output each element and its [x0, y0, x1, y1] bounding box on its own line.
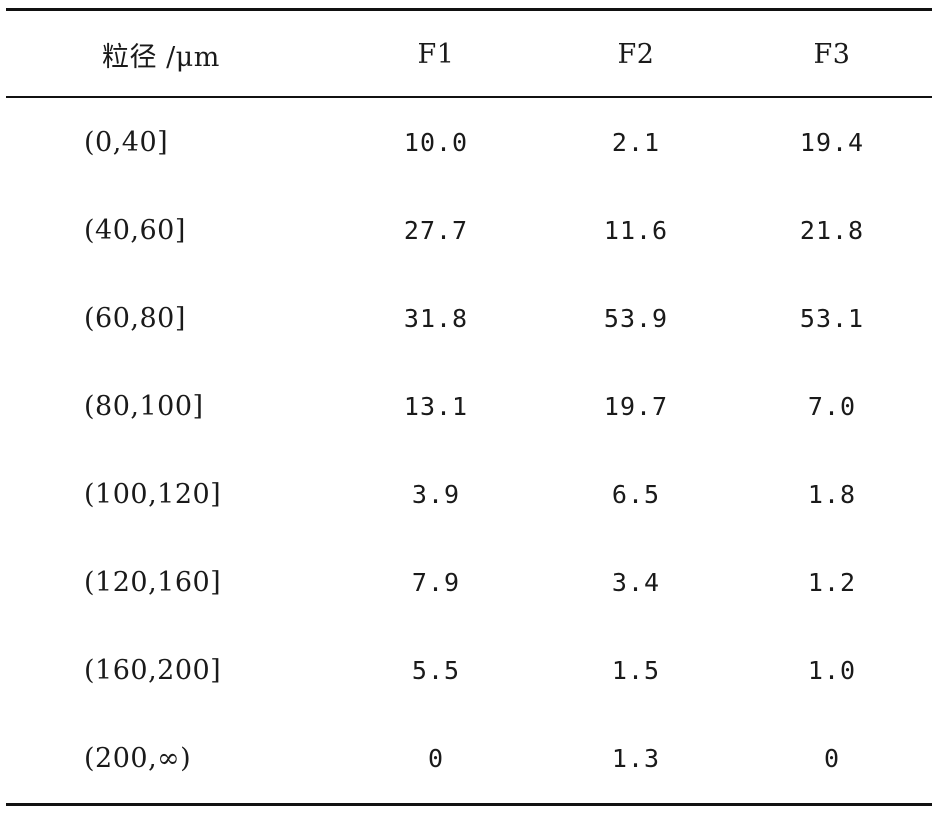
- cell-f3: 53.1: [799, 303, 865, 333]
- cell-f2: 53.9: [603, 303, 669, 333]
- cell-f3: 7.0: [807, 391, 857, 421]
- cell-f2: 1.5: [611, 655, 661, 685]
- table-row: (80,100] 13.1 19.7 7.0: [6, 362, 932, 450]
- cell-f2: 3.4: [611, 567, 661, 597]
- table-header-row: 粒径 /μm F1 F2 F3: [6, 10, 932, 98]
- header-f2: F2: [617, 38, 655, 70]
- cell-f3: 1.8: [807, 479, 857, 509]
- table-row: (160,200] 5.5 1.5 1.0: [6, 626, 932, 714]
- table-row: (200,∞) 0 1.3 0: [6, 714, 932, 802]
- cell-f3: 1.2: [807, 567, 857, 597]
- cell-f3: 1.0: [807, 655, 857, 685]
- row-range: (160,200]: [84, 654, 222, 686]
- table-row: (40,60] 27.7 11.6 21.8: [6, 186, 932, 274]
- table-row: (120,160] 7.9 3.4 1.2: [6, 538, 932, 626]
- cell-f1: 0: [427, 743, 445, 773]
- cell-f1: 31.8: [403, 303, 469, 333]
- header-f1: F1: [417, 38, 455, 70]
- cell-f1: 27.7: [403, 215, 469, 245]
- cell-f1: 3.9: [411, 479, 461, 509]
- cell-f2: 1.3: [611, 743, 661, 773]
- table-header-rule: [6, 96, 932, 98]
- row-range: (100,120]: [84, 478, 222, 510]
- row-range: (0,40]: [84, 126, 169, 158]
- cell-f2: 19.7: [603, 391, 669, 421]
- cell-f1: 5.5: [411, 655, 461, 685]
- row-range: (60,80]: [84, 302, 186, 334]
- cell-f3: 0: [823, 743, 841, 773]
- cell-f1: 10.0: [403, 127, 469, 157]
- cell-f3: 21.8: [799, 215, 865, 245]
- table-top-rule: [6, 8, 932, 11]
- table-bottom-rule: [6, 803, 932, 806]
- header-particle-size: 粒径 /μm: [102, 41, 220, 73]
- table-row: (100,120] 3.9 6.5 1.8: [6, 450, 932, 538]
- cell-f2: 6.5: [611, 479, 661, 509]
- table-row: (0,40] 10.0 2.1 19.4: [6, 98, 932, 186]
- header-f3: F3: [813, 38, 851, 70]
- cell-f1: 7.9: [411, 567, 461, 597]
- row-range: (40,60]: [84, 214, 186, 246]
- cell-f3: 19.4: [799, 127, 865, 157]
- table-row: (60,80] 31.8 53.9 53.1: [6, 274, 932, 362]
- row-range: (200,∞): [84, 742, 192, 774]
- row-range: (80,100]: [84, 390, 204, 422]
- cell-f1: 13.1: [403, 391, 469, 421]
- cell-f2: 2.1: [611, 127, 661, 157]
- cell-f2: 11.6: [603, 215, 669, 245]
- row-range: (120,160]: [84, 566, 222, 598]
